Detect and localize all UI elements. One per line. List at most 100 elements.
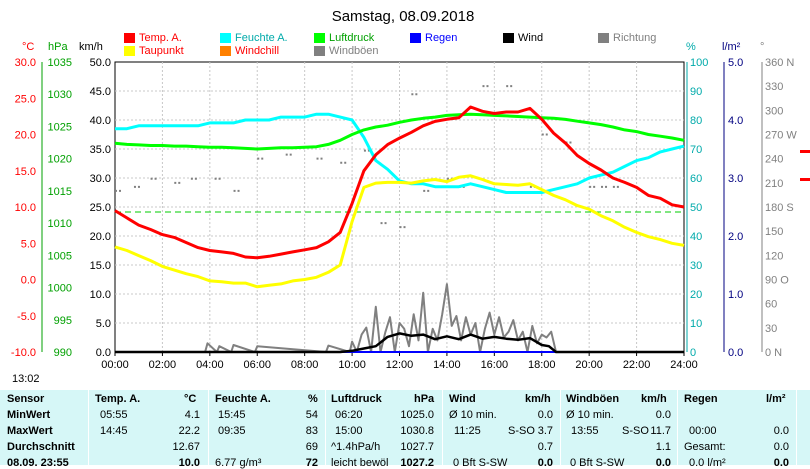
x-tick-label: 02:00 — [149, 359, 177, 371]
rain-tick-label: 5.0 — [728, 57, 743, 69]
legend-item-windchill: Windchill — [220, 45, 279, 58]
legend-swatch — [410, 33, 421, 44]
wind-line — [115, 332, 684, 354]
legend-swatch — [124, 46, 135, 57]
direction-tick-label: 60 — [765, 299, 777, 311]
rain-total-value: 0.0 — [773, 441, 789, 453]
gust-avg-value: 1.1 — [655, 441, 671, 453]
wind-tick-label: 25.0 — [90, 202, 111, 214]
temp-tick-label: 30.0 — [15, 57, 36, 69]
temp-tick-label: 5.0 — [21, 238, 36, 250]
row-label-last: 08.09. 23:55 — [7, 457, 69, 469]
wind-max-value: 3.7 — [537, 425, 553, 437]
wind-last-value: 0.0 — [537, 457, 553, 469]
gust-max-time: 13:55 — [571, 425, 599, 437]
humidity-col-title: Feuchte A. — [215, 393, 271, 405]
temp-tick-label: 20.0 — [15, 130, 36, 142]
table-separator — [442, 390, 443, 465]
direction-tick-label: 360 N — [765, 57, 794, 69]
wind-tick-label: 50.0 — [90, 57, 111, 69]
rain-amount: 0.0 l/m² — [689, 457, 726, 469]
direction-tick-label: 120 — [765, 250, 783, 262]
row-label-sensor: Sensor — [7, 393, 45, 405]
rain-max-time: 00:00 — [689, 425, 717, 437]
row-label-max: MaxWert — [7, 425, 53, 437]
gust-avg-label: Ø 10 min. — [566, 409, 614, 421]
gust-beaufort: 0 Bft S-SW — [570, 457, 625, 469]
pressure-trend: ^1.4hPa/h — [331, 441, 381, 453]
humidity-tick-label: 20 — [690, 289, 702, 301]
wind-max-time: 11:25 — [454, 425, 481, 437]
humidity-abs-value: 6.77 g/m³ — [215, 457, 262, 469]
gust-min-value: 0.0 — [655, 409, 671, 421]
humidity-tick-label: 30 — [690, 260, 702, 272]
wind-tick-label: 20.0 — [90, 231, 111, 243]
legend-item-luftdruck: Luftdruck — [314, 32, 374, 45]
x-tick-label: 08:00 — [291, 359, 319, 371]
temp-a-line — [114, 105, 685, 260]
x-tick-label: 10:00 — [338, 359, 366, 371]
pressure-max-value: 1030.8 — [400, 425, 434, 437]
humidity-col-unit: % — [308, 393, 318, 405]
direction-tick-label: 240 — [765, 154, 783, 166]
pressure-max-time: 15:00 — [335, 425, 363, 437]
x-tick-label: 04:00 — [196, 359, 224, 371]
wind-col-title: Wind — [449, 393, 476, 405]
legend-item-feuchte-a: Feuchte A. — [220, 32, 288, 45]
pressure-tick-label: 1015 — [48, 186, 72, 198]
temp-tick-label: 25.0 — [15, 93, 36, 105]
legend-item-richtung: Richtung — [598, 32, 656, 45]
humidity-tick-label: 80 — [690, 115, 702, 127]
pressure-min-time: 06:20 — [335, 409, 363, 421]
legend-item-regen: Regen — [410, 32, 457, 45]
wind-avg-label: Ø 10 min. — [449, 409, 497, 421]
temp-tick-label: -10.0 — [11, 347, 36, 359]
right-edge-marker — [800, 150, 810, 153]
gust-max-direction: S-SO — [622, 425, 649, 437]
direction-tick-label: 270 W — [765, 130, 797, 142]
legend-swatch — [314, 33, 325, 44]
legend-label: Feuchte A. — [235, 32, 288, 44]
wind-min-value: 0.0 — [537, 409, 553, 421]
rain-tick-label: 3.0 — [728, 173, 743, 185]
legend-swatch — [220, 33, 231, 44]
x-tick-label: 12:00 — [386, 359, 414, 371]
legend-item-temp-a: Temp. A. — [124, 32, 182, 45]
rain-total-label: Gesamt: — [684, 441, 726, 453]
x-tick-label: 00:00 — [101, 359, 129, 371]
humidity-tick-label: 100 — [690, 57, 708, 69]
temp-axis-unit: °C — [22, 41, 34, 53]
x-tick-label: 24:00 — [670, 359, 698, 371]
table-separator — [560, 390, 561, 465]
temp-tick-label: 15.0 — [15, 166, 36, 178]
legend-label: Windböen — [329, 45, 379, 57]
gust-col-unit: km/h — [641, 393, 667, 405]
rain-col-unit: l/m² — [766, 393, 786, 405]
wind-tick-label: 30.0 — [90, 173, 111, 185]
direction-axis-unit: ° — [760, 41, 764, 53]
pressure-tick-label: 1005 — [48, 250, 72, 262]
direction-tick-label: 90 O — [765, 275, 789, 287]
humidity-tick-label: 40 — [690, 231, 702, 243]
gust-last-value: 0.0 — [655, 457, 671, 469]
legend-label: Windchill — [235, 45, 280, 57]
temp-tick-label: 10.0 — [15, 202, 36, 214]
temp-col-title: Temp. A. — [95, 393, 141, 405]
x-tick-label: 18:00 — [528, 359, 556, 371]
legend-swatch — [314, 46, 325, 57]
x-tick-label: 06:00 — [243, 359, 271, 371]
humidity-min-time: 15:45 — [218, 409, 246, 421]
pressure-avg-value: 1027.7 — [400, 441, 434, 453]
legend-label: Wind — [518, 32, 544, 44]
humidity-last-value: 72 — [305, 457, 318, 469]
rain-tick-label: 4.0 — [728, 115, 743, 127]
x-tick-label: 22:00 — [623, 359, 651, 371]
pressure-col-unit: hPa — [414, 393, 435, 405]
pressure-tick-label: 990 — [54, 347, 72, 359]
table-separator — [208, 390, 209, 465]
direction-tick-label: 180 S — [765, 202, 794, 214]
wind-tick-label: 40.0 — [90, 115, 111, 127]
chart-title: Samstag, 08.09.2018 — [332, 8, 475, 25]
chart-series — [114, 85, 810, 354]
sunrise-time: 13:02 — [12, 373, 40, 385]
